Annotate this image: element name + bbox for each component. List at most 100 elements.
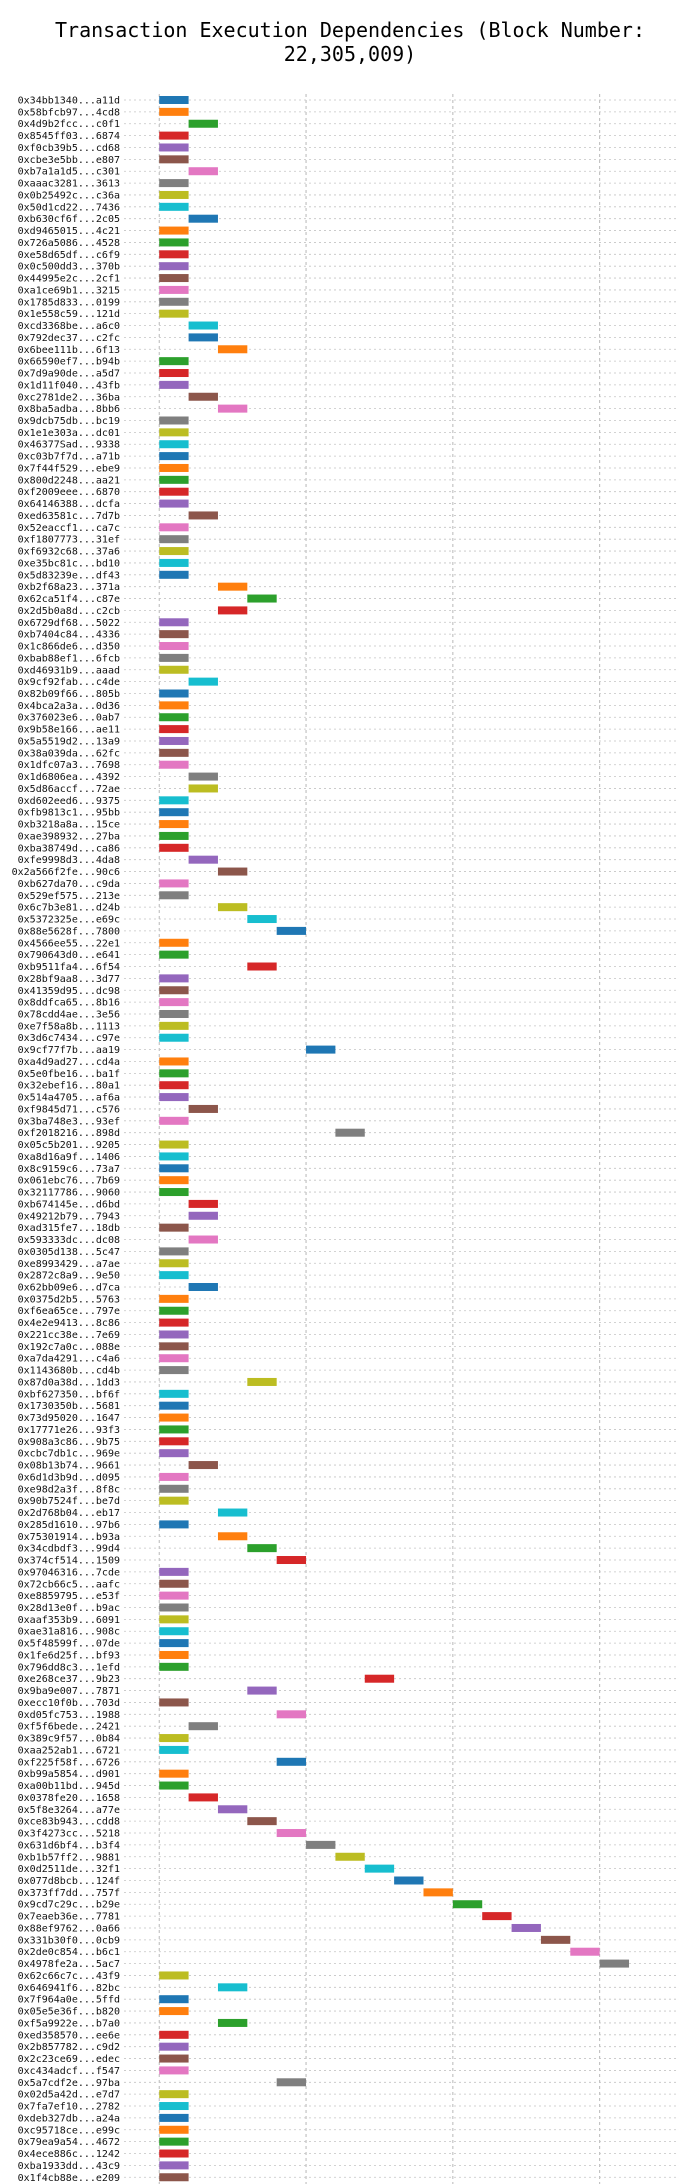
- transaction-label: 0xa1ce69b1...3215: [18, 285, 120, 296]
- transaction-label: 0x1e1e303a...dc01: [18, 428, 120, 439]
- transaction-label: 0xf6932c68...37a6: [18, 547, 120, 558]
- transaction-bar: [511, 1923, 541, 1932]
- transaction-bar: [217, 1508, 248, 1517]
- transaction-bar: [188, 1793, 218, 1802]
- transaction-bar: [159, 1484, 189, 1493]
- transaction-label: 0x28bf9aa8...3d77: [18, 974, 120, 985]
- transaction-label: 0x331b30f0...0cb9: [18, 1935, 120, 1946]
- transaction-label: 0xed358570...ee6e: [18, 2030, 120, 2041]
- transaction-bar: [159, 1603, 189, 1612]
- transaction-label: 0x50d1cd22...7436: [18, 202, 120, 213]
- transaction-label: 0xbf627350...bf6f: [18, 1389, 120, 1400]
- transaction-bar: [159, 535, 189, 544]
- transaction-bar: [159, 1223, 189, 1232]
- transaction-bar: [159, 2054, 189, 2063]
- transaction-label: 0xb674145e...d6bd: [18, 1199, 120, 1210]
- transaction-label: 0xcbe3e5bb...e807: [18, 155, 120, 166]
- transaction-label: 0x28d13e0f...b9ac: [18, 1603, 120, 1614]
- transaction-bar: [159, 1294, 189, 1303]
- transaction-label: 0xe58d65df...c6f9: [18, 250, 120, 261]
- transaction-bar: [247, 1686, 277, 1695]
- transaction-label: 0x5f8e3264...a77e: [18, 1805, 120, 1816]
- transaction-bar: [159, 1401, 189, 1410]
- transaction-bar: [159, 1781, 189, 1790]
- transaction-bar: [159, 1081, 189, 1090]
- transaction-label: 0xb7404c84...4336: [18, 630, 120, 641]
- transaction-label: 0x192c7a0c...088e: [18, 1342, 120, 1353]
- chart-title: Transaction Execution Dependencies (Bloc…: [54, 18, 645, 66]
- transaction-bar: [159, 2161, 189, 2170]
- transaction-label: 0x374cf514...1509: [18, 1556, 120, 1567]
- transaction-label: 0x6729df68...5022: [18, 618, 120, 629]
- transaction-label: 0xe8859795...e53f: [18, 1591, 120, 1602]
- transaction-label: 0x34bb1340...a11d: [18, 96, 120, 107]
- transaction-bar: [159, 499, 189, 508]
- transaction-bar: [159, 131, 189, 140]
- transaction-label: 0x4978fe2a...5ac7: [18, 1959, 120, 1970]
- transaction-bar: [217, 1805, 248, 1814]
- transaction-label: 0xa7da4291...c4a6: [18, 1354, 120, 1365]
- transaction-label: 0x7f964a0e...5ffd: [18, 1995, 120, 2006]
- transaction-label: 0xfb9813c1...95bb: [18, 808, 120, 819]
- transaction-label: 0x79ea9a54...4672: [18, 2137, 120, 2148]
- transaction-label: 0x2de0c854...b6c1: [18, 1947, 120, 1958]
- transaction-bar: [217, 404, 248, 413]
- transaction-label: 0x5a7cdf2e...97ba: [18, 2078, 120, 2089]
- transaction-bar: [159, 523, 189, 532]
- transaction-bar: [159, 416, 189, 425]
- transaction-label: 0xb9511fa4...6f54: [18, 962, 120, 973]
- transaction-label: 0x6bee111b...6f13: [18, 345, 120, 356]
- transaction-bar: [159, 1567, 189, 1576]
- transaction-label: 0x08b13b74...9661: [18, 1461, 120, 1472]
- transaction-bar: [159, 938, 189, 947]
- transaction-bar: [159, 760, 189, 769]
- transaction-bar: [159, 1769, 189, 1778]
- transaction-label: 0xb2f68a23...371a: [18, 582, 120, 593]
- transaction-bar: [159, 1164, 189, 1173]
- transaction-bar: [217, 345, 248, 354]
- transaction-label: 0xf0cb39b5...cd68: [18, 143, 120, 154]
- transaction-label: 0x75301914...b93a: [18, 1532, 120, 1543]
- transaction-label: 0x0305d138...5c47: [18, 1247, 120, 1258]
- transaction-bar: [159, 2137, 189, 2146]
- transaction-bar: [159, 998, 189, 1007]
- transaction-bar: [159, 1140, 189, 1149]
- transaction-label: 0xf2018216...898d: [18, 1128, 120, 1139]
- transaction-bar: [217, 606, 248, 615]
- transaction-bar: [159, 1698, 189, 1707]
- transaction-bar: [159, 748, 189, 757]
- transaction-bar: [423, 1888, 453, 1897]
- transaction-label: 0x631d6bf4...b3f4: [18, 1840, 120, 1851]
- transaction-label: 0x9cf92fab...c4de: [18, 677, 120, 688]
- transaction-label: 0xe268ce37...9b23: [18, 1674, 120, 1685]
- transaction-label: 0x726a5086...4528: [18, 238, 120, 249]
- transaction-bar: [159, 1176, 189, 1185]
- bars-layer: [159, 96, 630, 2182]
- transaction-label: 0x8ba5adba...8bb6: [18, 404, 120, 415]
- transaction-bar: [159, 843, 189, 852]
- transaction-label: 0x5e0fbe16...ba1f: [18, 1069, 120, 1080]
- transaction-bar: [159, 1449, 189, 1458]
- transaction-label: 0x529ef575...213e: [18, 891, 120, 902]
- transaction-bar: [159, 1745, 189, 1754]
- transaction-label: 0x9dcb75db...bc19: [18, 416, 120, 427]
- transaction-bar: [159, 452, 189, 461]
- transaction-bar: [159, 1734, 189, 1743]
- transaction-label: 0x62bb09e6...d7ca: [18, 1283, 120, 1294]
- transaction-bar: [159, 1520, 189, 1529]
- transaction-bar: [394, 1876, 424, 1885]
- transaction-bar: [159, 725, 189, 734]
- transaction-label: 0xc2781de2...36ba: [18, 392, 120, 403]
- transaction-label: 0xbab88ef1...6fcb: [18, 653, 120, 664]
- transaction-bar: [188, 119, 218, 128]
- transaction-label: 0x800d2248...aa21: [18, 475, 120, 486]
- transaction-label: 0x49212b79...7943: [18, 1211, 120, 1222]
- transaction-bar: [159, 1496, 189, 1505]
- transaction-bar: [159, 96, 189, 104]
- transaction-label: 0xf5a9922e...b7a0: [18, 2018, 120, 2029]
- transaction-bar: [159, 1591, 189, 1600]
- transaction-label: 0xa00b11bd...945d: [18, 1781, 120, 1792]
- transaction-label: 0x796dd8c3...1efd: [18, 1662, 120, 1673]
- transaction-label: 0xf225f58f...6726: [18, 1757, 120, 1768]
